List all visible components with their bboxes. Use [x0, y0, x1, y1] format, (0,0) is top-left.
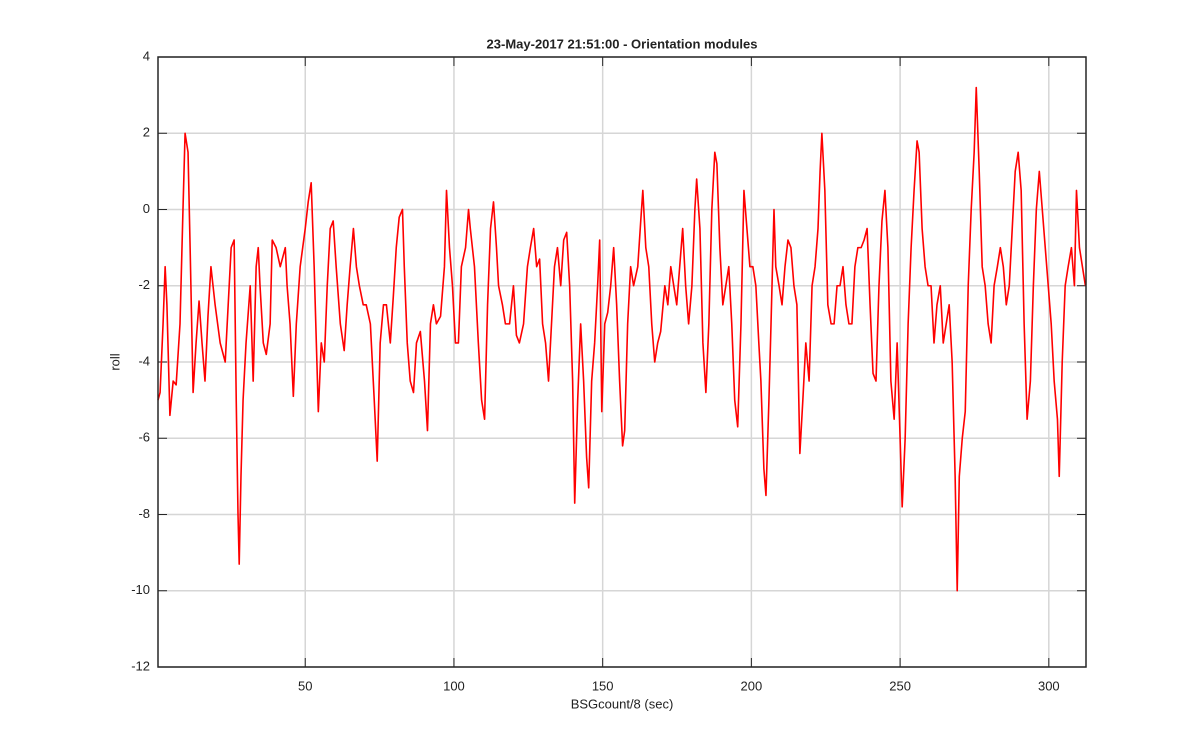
chart-title: 23-May-2017 21:51:00 - Orientation modul…	[487, 36, 758, 51]
y-tick-label: 0	[143, 201, 150, 216]
x-tick-label: 250	[889, 678, 911, 693]
x-axis-label: BSGcount/8 (sec)	[571, 696, 674, 711]
y-tick-label: -8	[138, 506, 150, 521]
y-tick-label: 2	[143, 125, 150, 140]
axes-box	[157, 56, 1087, 668]
data-line	[157, 86, 1087, 592]
x-tick-label: 50	[298, 678, 312, 693]
x-tick-label: 100	[443, 678, 465, 693]
y-tick-label: -10	[131, 582, 150, 597]
y-tick-label: -12	[131, 658, 150, 673]
x-tick-label: 300	[1038, 678, 1060, 693]
y-tick-label: 4	[143, 48, 150, 63]
x-tick-label: 150	[592, 678, 614, 693]
y-tick-label: -2	[138, 277, 150, 292]
y-tick-label: -4	[138, 353, 150, 368]
y-tick-label: -6	[138, 430, 150, 445]
y-axis-label: roll	[107, 353, 122, 370]
x-tick-label: 200	[741, 678, 763, 693]
